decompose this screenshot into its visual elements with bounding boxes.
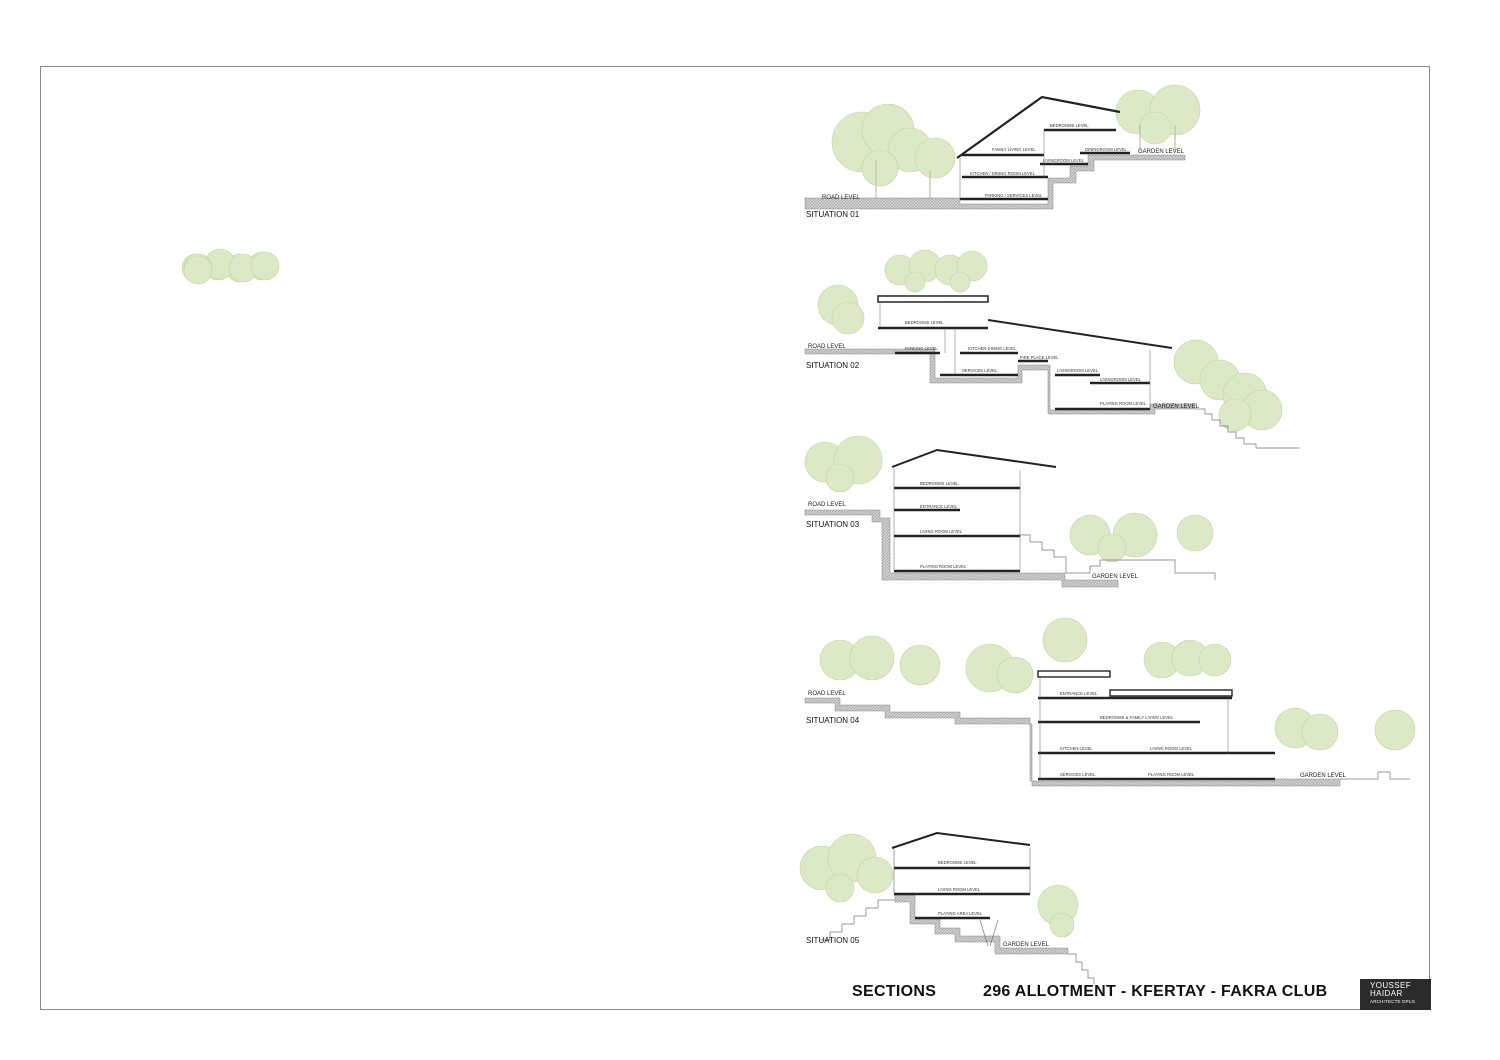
level-label: LIVING ROOM LEVEL: [920, 529, 963, 534]
level-label: BEDROOMS LEVEL: [1050, 123, 1089, 128]
garden-level-label: GARDEN LEVEL: [1300, 773, 1347, 779]
sheet-title-sections: SECTIONS: [852, 983, 937, 1000]
level-label: PLAYING ROOM LEVEL: [1100, 401, 1147, 406]
situation-label: SITUATION 03: [806, 520, 860, 529]
level-label: PLAYING ROOM LEVEL: [920, 564, 967, 569]
building-roof-trees: [884, 249, 988, 293]
garden-level-label: GARDEN LEVEL: [1092, 574, 1139, 580]
level-label: SERVICES LEVEL: [962, 368, 998, 373]
road-level-label: ROAD LEVEL: [808, 344, 846, 350]
road-level-label: ROAD LEVEL: [808, 691, 846, 697]
level-label: LIVING ROOM LEVEL: [938, 887, 981, 892]
situation-label: SITUATION 02: [806, 361, 860, 370]
terrain-steps-lower: [1068, 953, 1095, 984]
architect-logo: YOUSSEF HAIDAR ARCHITECTE DPLG: [1360, 979, 1431, 1010]
ground-profile: [804, 509, 1119, 588]
logo-line-3: ARCHITECTE DPLG: [1370, 999, 1416, 1004]
section-situation-03: BEDROOMS LEVEL ENTRANCE LEVEL LIVING ROO…: [804, 435, 1216, 588]
tree-trunks: [875, 125, 1176, 198]
terrain-steps: [1018, 534, 1216, 580]
level-label: KITCHEN DINING LEVEL: [968, 346, 1017, 351]
level-label: ENTRANCE LEVEL: [1060, 691, 1098, 696]
terrain-steps: [820, 899, 895, 941]
level-label: KITCHEN LEVEL: [1060, 746, 1093, 751]
garden-level-label: GARDEN LEVEL: [1003, 942, 1050, 948]
situation-label: SITUATION 01: [806, 210, 860, 219]
floor-slabs: [894, 486, 1020, 573]
section-situation-04: ENTRANCE LEVEL BEDROOMS & FAMILY LIVING …: [804, 617, 1416, 787]
level-label: BEDROOMS LEVEL: [905, 320, 944, 325]
garden-level-label: GARDEN LEVEL: [1153, 404, 1200, 410]
level-label: SERVICES LEVEL: [1060, 772, 1096, 777]
trees-group: [817, 284, 1283, 432]
ground-profile: [804, 154, 1186, 210]
trees-group: [831, 84, 1201, 187]
wall-lines: [879, 302, 1151, 409]
situation-label: SITUATION 05: [806, 936, 860, 945]
terrain-steps: [1340, 771, 1410, 780]
trees-group: [804, 435, 1214, 563]
section-situation-05: BEDROOMS LEVEL LIVING ROOM LEVEL PLAYING…: [799, 831, 1095, 984]
wall-lines: [893, 468, 1021, 571]
level-label: LIVINGROOM LEVEL: [1043, 158, 1085, 163]
roof-line: [891, 831, 1031, 849]
level-label: LIVING ROOM LEVEL: [1150, 746, 1193, 751]
floor-slabs: [960, 128, 1130, 201]
terrain-steps: [1195, 408, 1300, 449]
wall-lines: [1039, 677, 1229, 779]
roof-line: [956, 95, 1121, 159]
level-label: PLAYING ROOM LEVEL: [1148, 772, 1195, 777]
floor-slabs: [1037, 670, 1275, 781]
level-label: PLAYING AREA LEVEL: [938, 911, 983, 916]
section-situation-02: BEDROOMS LEVEL PARKING LEVEL KITCHEN DIN…: [181, 248, 1300, 449]
road-level-label: ROAD LEVEL: [822, 195, 860, 201]
support-struts: [893, 848, 1031, 947]
level-label: BEDROOMS & FAMILY LIVING LEVEL: [1100, 715, 1174, 720]
level-label: DININGROOM LEVEL: [1085, 147, 1128, 152]
level-label: LIVINGROOM LEVEL: [1057, 368, 1099, 373]
bedroom-roof-trees: [183, 255, 213, 285]
situation-label: SITUATION 04: [806, 716, 860, 725]
trees-group: [819, 617, 1416, 751]
level-label: ENTRANCE LEVEL: [920, 504, 958, 509]
floor-slabs: [877, 295, 1150, 411]
roof-line: [987, 319, 1173, 349]
sheet-title-project: 296 ALLOTMENT - KFERTAY - FAKRA CLUB: [983, 983, 1328, 1000]
logo-line-1: YOUSSEF: [1370, 981, 1412, 990]
level-label: FAMILY LIVING LEVEL: [992, 147, 1036, 152]
level-label: BEDROOMS LEVEL: [920, 481, 959, 486]
road-level-label: ROAD LEVEL: [808, 502, 846, 508]
logo-line-2: HAIDAR: [1370, 989, 1403, 998]
drawing-sheet-frame: [40, 66, 1430, 1010]
level-label: FIRE PLACE LEVEL: [1020, 355, 1059, 360]
garden-level-label: GARDEN LEVEL: [1138, 149, 1185, 155]
roof-line: [891, 448, 1057, 468]
floor-slabs: [894, 866, 1030, 920]
section-situation-01: BEDROOMS LEVEL FAMILY LIVING LEVEL DININ…: [804, 84, 1201, 219]
wall-lines: [959, 130, 1045, 199]
level-label: BEDROOMS LEVEL: [938, 860, 977, 865]
level-label: PARKING LEVEL: [905, 346, 938, 351]
level-label: KITCHEN / DINING ROOM LEVEL: [970, 171, 1036, 176]
level-label: PARKING / SERVICES LEVEL: [985, 193, 1043, 198]
trees-group: [799, 833, 1079, 938]
level-label: LIVINGROOM LEVEL: [1100, 377, 1142, 382]
